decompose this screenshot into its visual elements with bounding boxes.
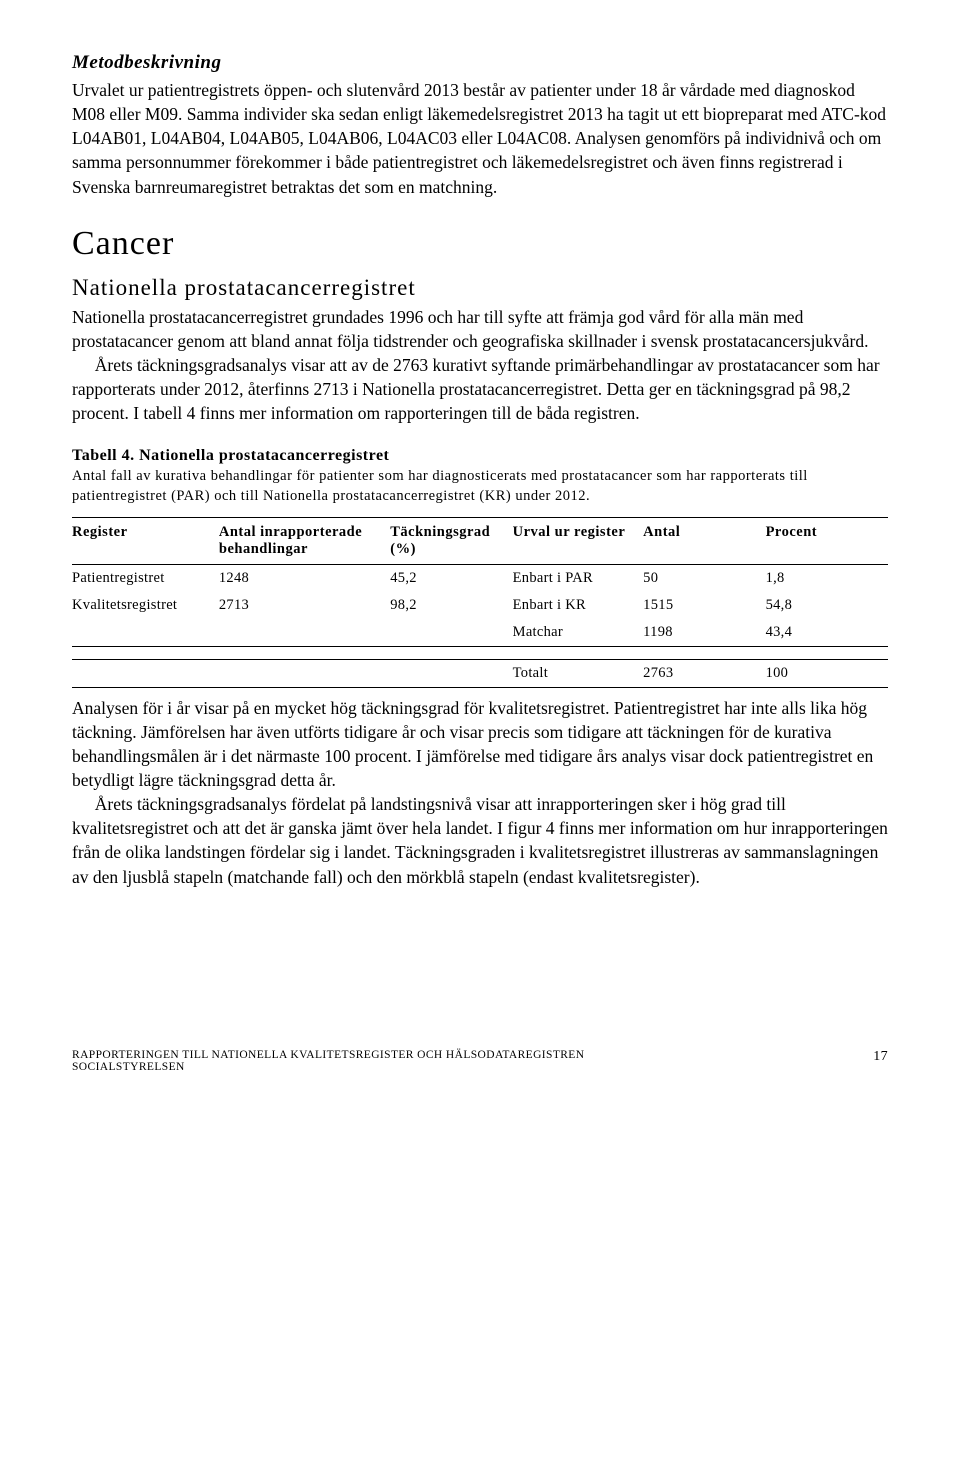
paragraph-method: Urvalet ur patientregistrets öppen- och … <box>72 78 888 199</box>
td: 50 <box>643 564 765 592</box>
td: 2713 <box>219 592 390 619</box>
td-total-n: 2763 <box>643 659 765 687</box>
th-procent: Procent <box>766 517 888 564</box>
footer-line-1: RAPPORTERINGEN TILL NATIONELLA KVALITETS… <box>72 1049 888 1061</box>
td: 43,4 <box>766 619 888 647</box>
td: Enbart i PAR <box>513 564 644 592</box>
td: 1515 <box>643 592 765 619</box>
paragraph-analysis-2: Årets täckningsgradsanalys fördelat på l… <box>72 792 888 889</box>
subheading-prostate: Nationella prostatacancerregistret <box>72 275 888 301</box>
td: Matchar <box>513 619 644 647</box>
th-urval: Urval ur register <box>513 517 644 564</box>
td-total-pct: 100 <box>766 659 888 687</box>
td: 45,2 <box>390 564 512 592</box>
td-total-label: Totalt <box>513 659 644 687</box>
td: 1198 <box>643 619 765 647</box>
th-register: Register <box>72 517 219 564</box>
table-caption: Antal fall av kurativa behandlingar för … <box>72 467 888 506</box>
section-heading-method: Metodbeskrivning <box>72 52 888 74</box>
footer-line-2: SOCIALSTYRELSEN <box>72 1061 888 1073</box>
td: 98,2 <box>390 592 512 619</box>
table-title: Tabell 4. Nationella prostatacancerregis… <box>72 447 888 465</box>
page-footer: RAPPORTERINGEN TILL NATIONELLA KVALITETS… <box>72 1049 888 1073</box>
td: 1,8 <box>766 564 888 592</box>
page-number: 17 <box>873 1049 888 1065</box>
th-antal: Antal <box>643 517 765 564</box>
th-antal-inrapp: Antal inrapporterade behandlingar <box>219 517 390 564</box>
paragraph-prostate-1: Nationella prostatacancerregistret grund… <box>72 305 888 353</box>
paragraph-prostate-2: Årets täckningsgradsanalys visar att av … <box>72 353 888 425</box>
td: 54,8 <box>766 592 888 619</box>
td: Patientregistret <box>72 564 219 592</box>
section-heading-cancer: Cancer <box>72 225 888 263</box>
table-4: Register Antal inrapporterade behandling… <box>72 517 888 688</box>
paragraph-analysis-1: Analysen för i år visar på en mycket hög… <box>72 696 888 793</box>
td: Enbart i KR <box>513 592 644 619</box>
td: Kvalitetsregistret <box>72 592 219 619</box>
td: 1248 <box>219 564 390 592</box>
th-tackning: Täckningsgrad (%) <box>390 517 512 564</box>
